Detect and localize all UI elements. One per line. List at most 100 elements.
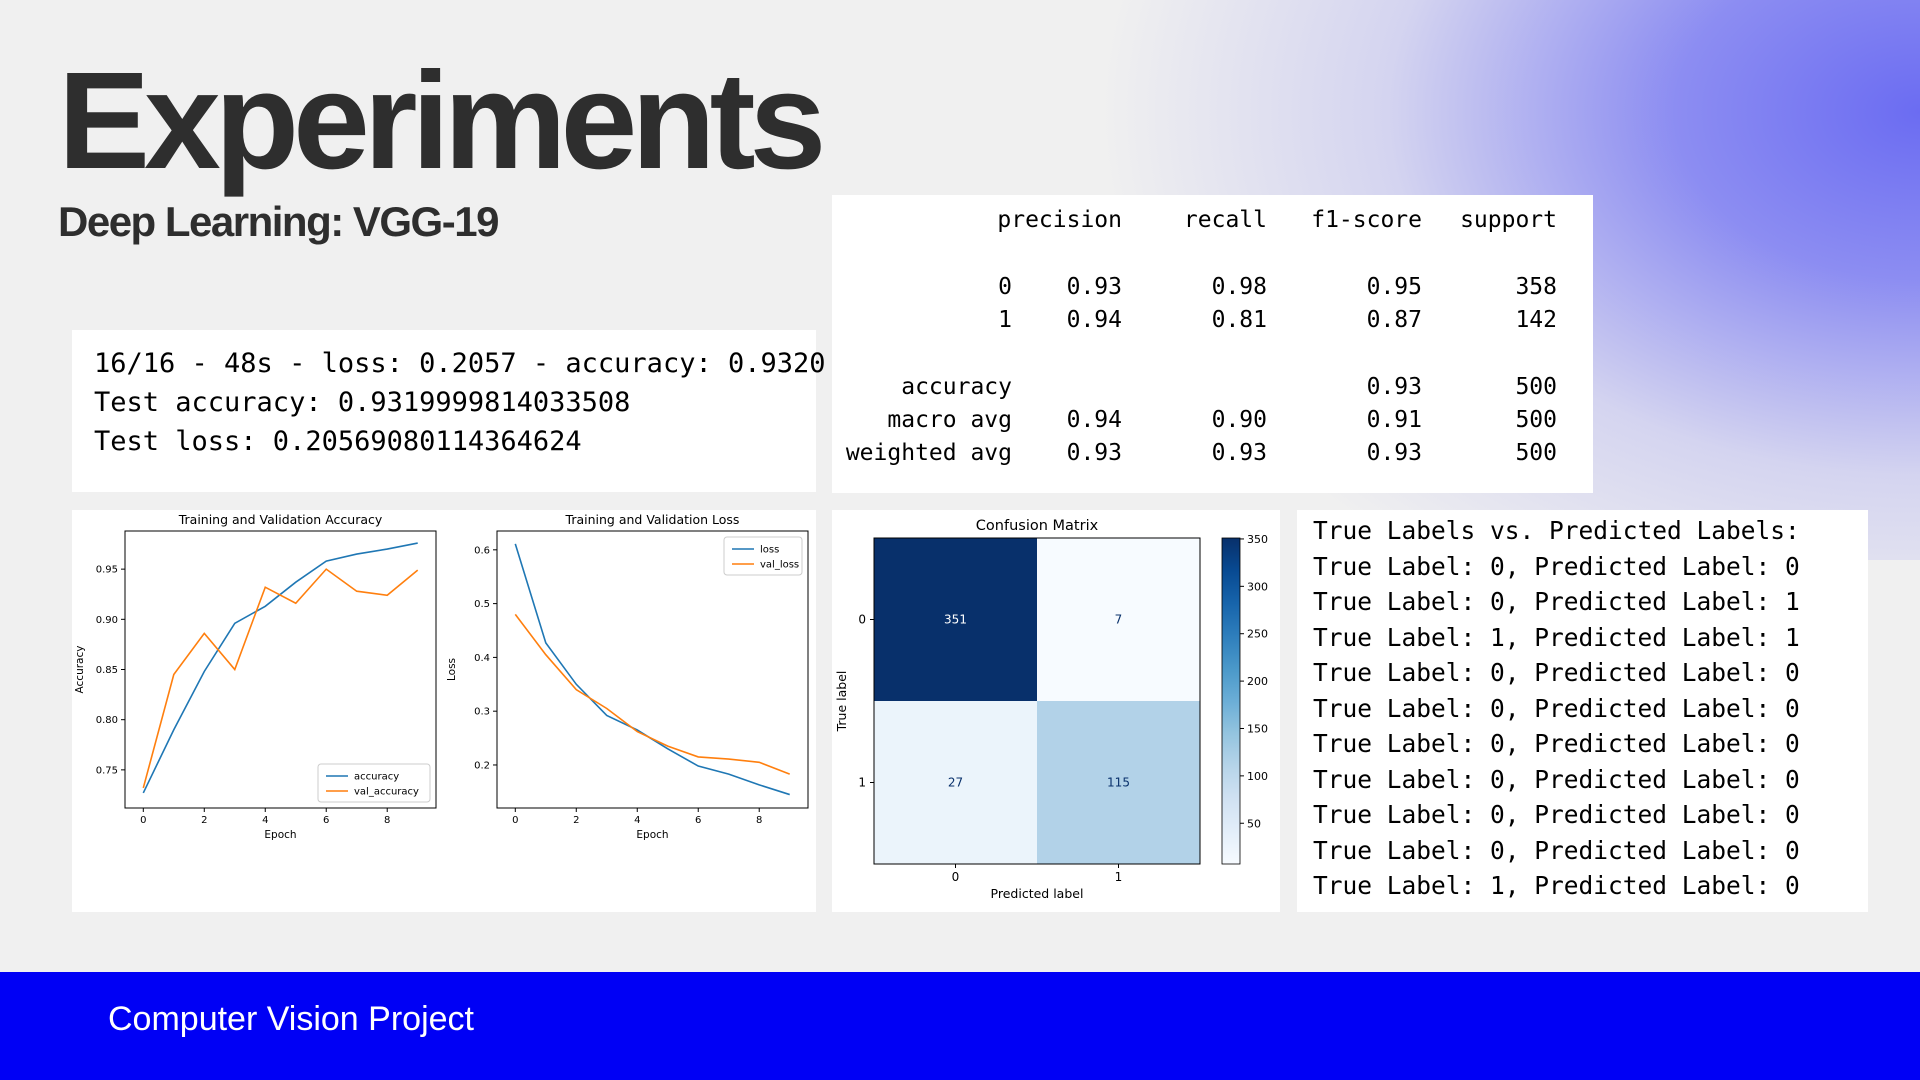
- x-tick-label: 0: [140, 815, 146, 826]
- y-tick-label: 1: [858, 776, 866, 790]
- slide-subtitle: Deep Learning: VGG-19: [58, 198, 499, 245]
- training-curves-panel: Training and Validation Accuracy 0 2 4 6 8 0.7…: [72, 510, 816, 912]
- report-row-label: 0: [998, 274, 1012, 300]
- y-tick-label: 0.80: [96, 715, 118, 726]
- x-tick-label: 4: [634, 815, 640, 826]
- colorbar: [1221, 537, 1241, 865]
- label-comparison-line: True Label: 0, Predicted Label: 0: [1313, 764, 1800, 794]
- y-tick-label: 0: [858, 613, 866, 627]
- footer-text: Computer Vision Project: [108, 1000, 474, 1038]
- x-tick-label: 8: [384, 815, 390, 826]
- y-axis-label: Accuracy: [74, 646, 86, 694]
- x-axis-label: Predicted label: [991, 886, 1084, 901]
- x-tick-label: 1: [1115, 870, 1123, 884]
- report-cell: 0.93: [1211, 440, 1267, 466]
- matrix-cell-value: 27: [948, 776, 963, 790]
- x-tick-label: 0: [952, 870, 960, 884]
- y-tick-label: 0.85: [96, 665, 118, 676]
- label-comparison-line: True Label: 1, Predicted Label: 1: [1313, 622, 1800, 652]
- report-row-label: weighted avg: [845, 440, 1012, 466]
- report-cell: 500: [1515, 407, 1557, 433]
- matrix-cell: [1037, 538, 1200, 701]
- legend-label: val_loss: [760, 560, 799, 571]
- x-tick-label: 8: [756, 815, 762, 826]
- matrix-cell-value: 115: [1107, 776, 1130, 790]
- legend-label: loss: [760, 545, 779, 556]
- confusion-matrix-svg: Confusion Matrix 351 7 27 115 0 1 0 1 Predicted l…: [834, 518, 1268, 901]
- y-tick-label: 0.6: [474, 545, 490, 556]
- y-axis-label: True label: [834, 671, 849, 733]
- colorbar-tick-label: 50: [1247, 817, 1261, 830]
- evaluation-output-panel: 16/16 - 48s - loss: 0.2057 - accuracy: 0…: [72, 330, 826, 492]
- training-curves-svg: Training and Validation Accuracy 0 2 4 6 8 0.7…: [74, 512, 809, 841]
- legend: loss val_loss: [723, 536, 803, 576]
- report-cell: 0.95: [1366, 274, 1422, 300]
- report-cell: 0.90: [1211, 407, 1267, 433]
- y-tick-label: 0.5: [474, 599, 490, 610]
- report-header: recall: [1183, 207, 1267, 233]
- report-cell: 0.93: [1366, 374, 1422, 400]
- report-header: precision: [997, 207, 1122, 233]
- slide-title: Experiments: [58, 44, 826, 198]
- legend-box: [723, 536, 803, 576]
- legend: accuracy val_accuracy: [317, 763, 431, 803]
- line-chart-0: Training and Validation Accuracy 0 2 4 6 8 0.7…: [74, 512, 437, 841]
- matrix-cell: [874, 701, 1037, 864]
- series-line-accuracy: [142, 542, 418, 794]
- report-cell: 0.93: [1066, 274, 1122, 300]
- report-cell: 0.91: [1366, 407, 1422, 433]
- label-comparison-line: True Label: 0, Predicted Label: 1: [1313, 587, 1800, 616]
- report-cell: 0.93: [1366, 440, 1422, 466]
- legend-label: val_accuracy: [354, 787, 419, 798]
- report-header: f1-score: [1311, 207, 1422, 233]
- y-tick-label: 0.3: [474, 707, 490, 718]
- matrix-cell: [874, 538, 1037, 701]
- y-tick-label: 0.2: [474, 760, 490, 771]
- matrix-frame: [873, 537, 1201, 865]
- x-tick-label: 2: [573, 815, 579, 826]
- x-tick-label: 2: [201, 815, 207, 826]
- report-cell: 500: [1515, 374, 1557, 400]
- label-comparison-line: True Label: 0, Predicted Label: 0: [1313, 551, 1800, 581]
- line-chart-1: Training and Validation Loss 0 2 4 6 8 0.2 0.3 0…: [446, 512, 809, 841]
- label-comparison-line: True Label: 0, Predicted Label: 0: [1313, 729, 1800, 758]
- confusion-matrix-panel: Confusion Matrix 351 7 27 115 0 1 0 1 Predicted l…: [832, 510, 1280, 912]
- report-header: support: [1460, 207, 1557, 233]
- report-row-label: 1: [998, 307, 1012, 333]
- label-comparison-line: True Label: 1, Predicted Label: 0: [1313, 871, 1800, 900]
- y-axis-label: Loss: [446, 658, 458, 681]
- chart-title: Training and Validation Accuracy: [178, 512, 383, 527]
- x-tick-label: 6: [695, 815, 701, 826]
- report-cell: 0.94: [1066, 407, 1122, 433]
- y-tick-label: 0.90: [96, 615, 118, 626]
- colorbar-tick-label: 300: [1247, 580, 1268, 593]
- colorbar-tick-label: 200: [1247, 675, 1268, 688]
- plot-frame: [496, 530, 809, 809]
- y-tick-label: 0.75: [96, 765, 118, 776]
- label-comparison-heading: True Labels vs. Predicted Labels:: [1313, 516, 1800, 545]
- report-cell: 0.94: [1066, 307, 1122, 333]
- series-line-val_loss: [514, 613, 790, 775]
- report-row-label: macro avg: [887, 407, 1012, 433]
- x-axis-label: Epoch: [636, 829, 668, 841]
- report-cell: 500: [1515, 440, 1557, 466]
- matrix-cell-value: 7: [1115, 613, 1123, 627]
- report-cell: 0.87: [1366, 307, 1422, 333]
- matrix-cell-value: 351: [944, 613, 967, 627]
- eval-line: Test accuracy: 0.9319999814033508: [94, 387, 631, 418]
- report-cell: 0.93: [1066, 440, 1122, 466]
- legend-box: [317, 763, 431, 803]
- colorbar-tick-label: 250: [1247, 628, 1268, 641]
- report-cell: 0.81: [1211, 307, 1267, 333]
- classification-report-panel: precision recall f1-score support 0 0.93 0.98 0…: [832, 195, 1593, 493]
- y-tick-label: 0.95: [96, 565, 118, 576]
- label-comparison-line: True Label: 0, Predicted Label: 0: [1313, 693, 1800, 723]
- colorbar-tick-label: 350: [1247, 533, 1268, 546]
- label-comparison-line: True Label: 0, Predicted Label: 0: [1313, 835, 1800, 865]
- colorbar-tick-label: 150: [1247, 722, 1268, 735]
- eval-line: 16/16 - 48s - loss: 0.2057 - accuracy: 0…: [94, 348, 826, 379]
- matrix-cells: 351 7 27 115: [874, 538, 1200, 864]
- series-line-val_accuracy: [142, 568, 419, 789]
- report-cell: 142: [1515, 307, 1557, 333]
- footer-bar: Computer Vision Project: [0, 972, 1920, 1080]
